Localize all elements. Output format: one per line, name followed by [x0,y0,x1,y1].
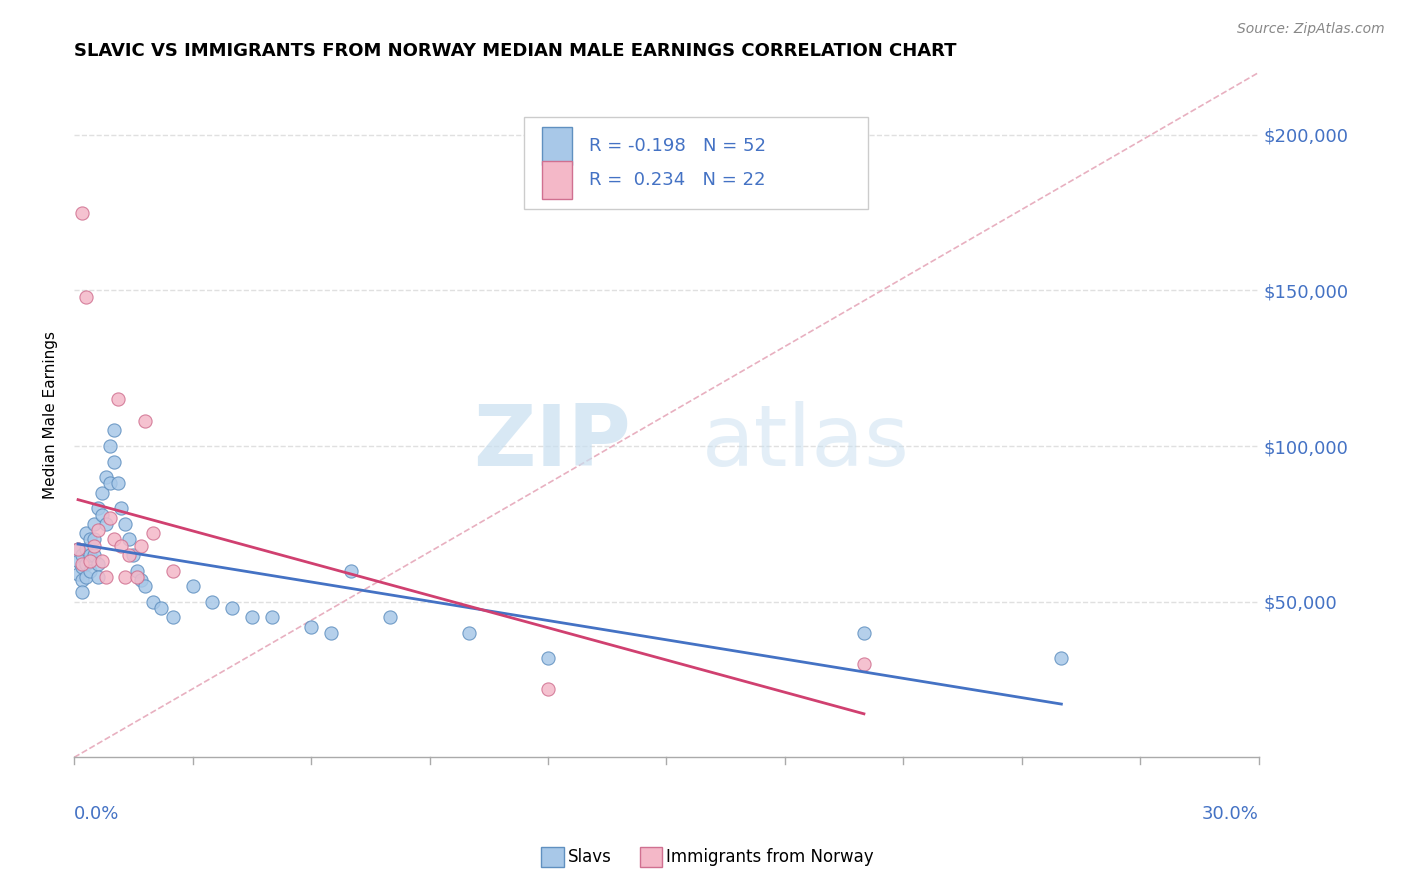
Text: 0.0%: 0.0% [75,805,120,823]
Point [67,541,90,556]
Point [142,526,165,541]
Point [299,620,322,634]
Point [70,205,93,219]
Point [67,554,90,568]
Point [129,539,152,553]
Point [83,539,105,553]
Point [852,657,875,671]
Point [90,554,112,568]
Point [103,533,125,547]
Point [114,516,136,531]
Point [134,414,156,428]
Point [537,681,560,696]
Point [83,548,105,562]
Point [134,579,156,593]
Text: R = -0.198   N = 52: R = -0.198 N = 52 [589,137,766,155]
Point [79,554,101,568]
Text: Slavs: Slavs [568,848,612,866]
FancyBboxPatch shape [524,117,868,210]
Text: ZIP: ZIP [474,401,631,483]
Point [75,558,97,572]
Point [201,595,224,609]
Point [122,548,145,562]
Point [87,558,110,572]
Point [94,516,117,531]
Point [221,601,243,615]
Point [260,610,283,624]
Point [94,470,117,484]
Point [87,570,110,584]
Point [127,570,149,584]
Point [98,439,121,453]
Point [127,564,149,578]
Point [537,650,560,665]
Point [70,558,93,572]
Point [378,610,401,624]
Point [107,476,129,491]
Point [70,585,93,599]
Point [87,523,110,537]
Point [79,548,101,562]
Point [142,595,165,609]
Text: R =  0.234   N = 22: R = 0.234 N = 22 [589,171,766,189]
Point [67,541,90,556]
Point [70,573,93,587]
Point [339,564,361,578]
Point [149,601,172,615]
Point [118,548,141,562]
Text: 30.0%: 30.0% [1202,805,1258,823]
Point [103,424,125,438]
Point [110,501,132,516]
Point [90,485,112,500]
Text: Immigrants from Norway: Immigrants from Norway [666,848,875,866]
Point [110,539,132,553]
Point [75,541,97,556]
Text: SLAVIC VS IMMIGRANTS FROM NORWAY MEDIAN MALE EARNINGS CORRELATION CHART: SLAVIC VS IMMIGRANTS FROM NORWAY MEDIAN … [75,42,956,60]
Point [458,625,481,640]
Point [90,508,112,522]
Text: Source: ZipAtlas.com: Source: ZipAtlas.com [1237,22,1385,37]
Point [162,610,184,624]
Point [1050,650,1073,665]
Point [98,510,121,524]
Point [94,570,117,584]
Point [83,516,105,531]
FancyBboxPatch shape [543,128,572,165]
Point [75,570,97,584]
Point [118,533,141,547]
Point [67,566,90,581]
Point [79,533,101,547]
Point [70,560,93,574]
Point [75,290,97,304]
Point [107,392,129,407]
Point [75,526,97,541]
Point [162,564,184,578]
Text: atlas: atlas [702,401,910,483]
Point [240,610,263,624]
Point [114,570,136,584]
Point [98,476,121,491]
Point [181,579,204,593]
FancyBboxPatch shape [543,161,572,199]
Point [319,625,342,640]
Point [103,455,125,469]
Point [83,533,105,547]
Point [129,573,152,587]
Point [87,501,110,516]
Y-axis label: Median Male Earnings: Median Male Earnings [44,331,58,499]
Point [79,564,101,578]
Point [852,625,875,640]
Point [70,548,93,562]
